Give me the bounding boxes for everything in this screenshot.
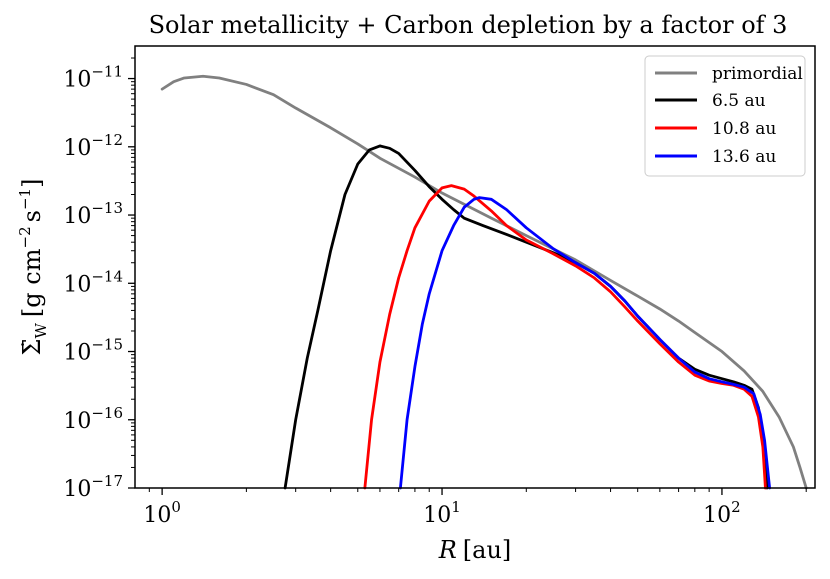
legend-box — [644, 55, 806, 177]
y-tick-label: 10−13 — [63, 199, 123, 229]
legend-label-primordial: primordial — [712, 64, 803, 84]
y-tick-label: 10−15 — [63, 336, 123, 366]
chart-title: Solar metallicity + Carbon depletion by … — [149, 11, 788, 39]
y-tick-label: 10−17 — [63, 472, 123, 502]
series-line — [363, 184, 767, 490]
y-tick-label: 10−11 — [63, 63, 123, 93]
x-tick-label: 101 — [423, 498, 461, 528]
y-tick-label: 10−12 — [63, 131, 123, 161]
plot-area — [134, 45, 816, 490]
plot-frame — [134, 45, 816, 489]
legend: primordial 6.5 au 10.8 au 13.6 au — [644, 55, 806, 177]
x-axis: 100 101 102 R [au] — [143, 488, 741, 564]
minor-ticks — [131, 57, 807, 492]
series-line — [283, 144, 769, 490]
y-tick-label: 10−14 — [63, 267, 123, 297]
legend-label-13-6-au: 13.6 au — [712, 147, 776, 167]
x-tick-label: 102 — [703, 498, 741, 528]
legend-label-6-5-au: 6.5 au — [712, 91, 766, 111]
x-tick-label: 100 — [143, 498, 181, 528]
legend-label-10-8-au: 10.8 au — [712, 119, 776, 139]
y-tick-label: 10−16 — [63, 404, 123, 434]
series-group — [160, 74, 808, 490]
y-axis: 10−11 10−12 10−13 10−14 10−15 10−16 10−1… — [16, 63, 135, 502]
series-line — [399, 196, 772, 490]
y-axis-label: Σ̇W[g cm−2s−1] — [16, 179, 50, 356]
x-axis-label: R [au] — [438, 536, 512, 564]
